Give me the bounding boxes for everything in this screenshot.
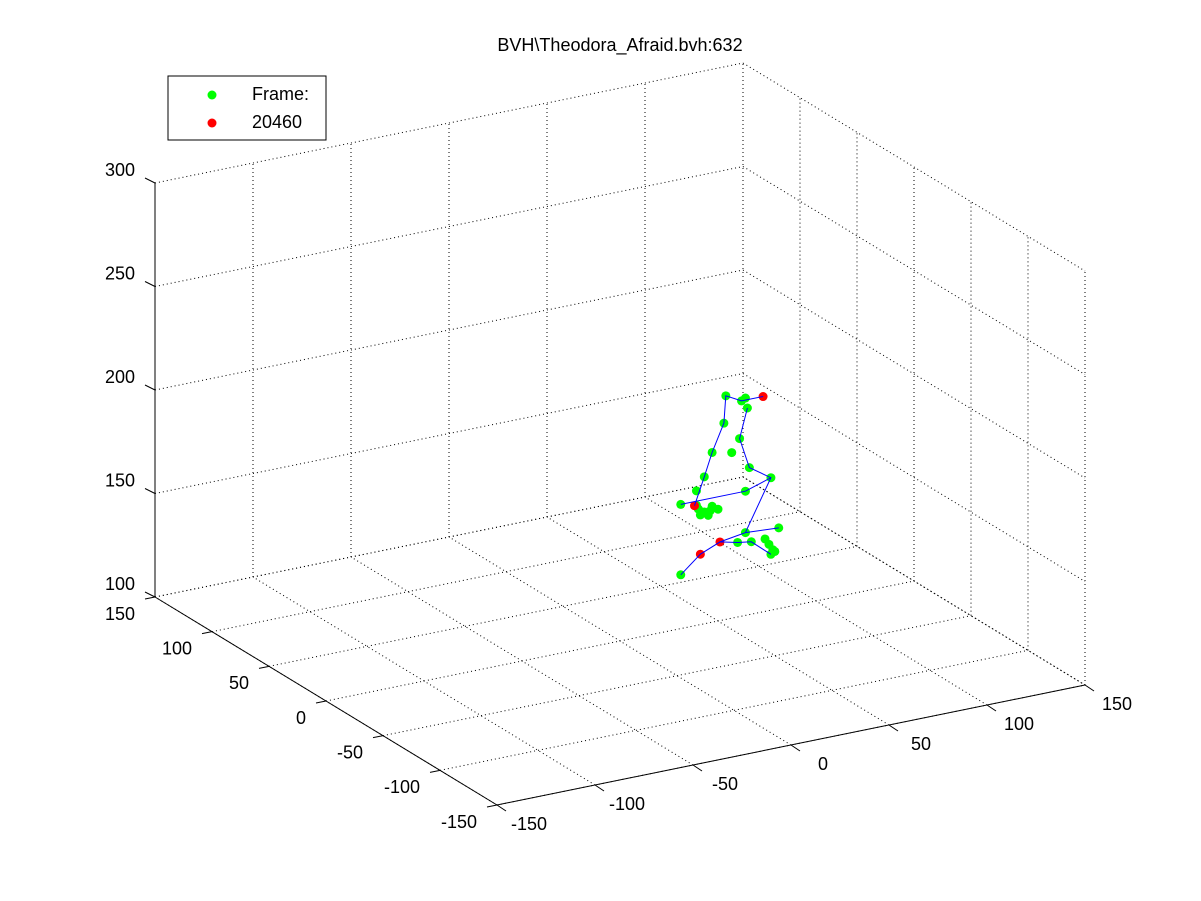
tick-mark [429,769,441,773]
y-tick-label: 100 [162,638,192,658]
chart-title: BVH\Theodora_Afraid.bvh:632 [497,35,742,56]
grid-line [268,545,858,667]
x-tick-label: -100 [609,794,645,814]
z-tick-label: 100 [105,574,135,594]
x-tick-label: 50 [911,734,931,754]
tick-mark [144,596,156,600]
legend-box [167,75,327,141]
z-tick-label: 300 [105,160,135,180]
legend-marker [207,90,217,100]
grid-line [154,269,744,391]
point [676,499,686,509]
point [727,448,737,458]
tick-mark [144,281,156,287]
z-tick-label: 150 [105,470,135,490]
grid-line [742,373,1086,582]
grid-line [382,615,972,737]
legend-label: 20460 [252,112,302,132]
tick-mark [1084,684,1095,692]
tick-mark [144,384,156,391]
x-tick-label: 150 [1102,694,1132,714]
point [713,504,723,514]
skeleton-line [680,395,779,576]
z-tick-label: 200 [105,367,135,387]
y-tick-label: -100 [384,777,420,797]
z-tick-label: 250 [105,263,135,283]
grid-line [742,166,1086,375]
grid-line [742,269,1086,479]
tick-mark [258,665,270,669]
tick-mark [888,724,899,732]
x-tick-label: 100 [1004,714,1034,734]
y-tick-label: 0 [296,708,306,728]
point [689,501,699,511]
grid-line [154,166,744,287]
tick-mark [790,744,801,752]
grid-line [154,62,744,184]
tick-mark [486,804,498,808]
grid-line [742,62,1086,272]
y-tick-label: -50 [337,742,363,762]
grid-line [496,684,1086,806]
tick-mark [692,764,703,772]
tick-mark [372,735,384,739]
y-tick-label: 150 [105,604,135,624]
tick-mark [315,700,327,704]
tick-mark [496,804,507,812]
x-tick-label: -50 [712,774,738,794]
point [703,510,713,520]
grid-line [211,511,801,633]
grid-line [439,649,1029,771]
legend-marker [207,118,217,128]
y-tick-label: -150 [441,812,477,832]
grid-line [742,476,1086,686]
y-tick-label: 50 [229,673,249,693]
tick-mark [144,591,156,598]
legend-label: Frame: [252,84,309,104]
tick-mark [986,704,997,712]
grid-line [154,476,744,598]
grid-line [325,580,915,702]
grid-line [154,373,744,494]
tick-mark [594,784,605,792]
tick-mark [201,631,213,635]
point [770,546,780,556]
tick-mark [144,488,156,494]
x-tick-label: -150 [511,814,547,834]
x-tick-label: 0 [818,754,828,774]
tick-mark [144,177,156,184]
